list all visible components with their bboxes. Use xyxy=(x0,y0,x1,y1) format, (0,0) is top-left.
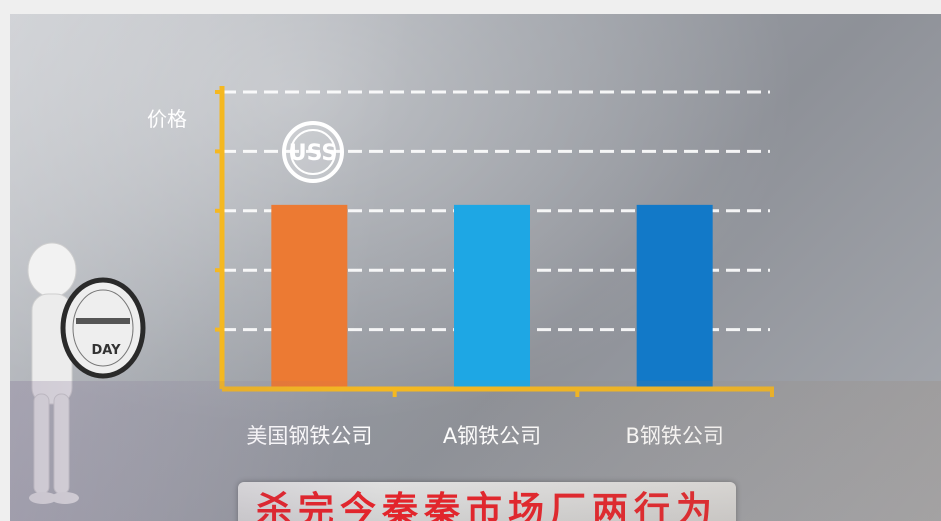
slide-background: 美国钢铁公司 A钢铁公司 B钢铁公司 价格 USS DAY 杀完今秦秦市场厂两行为 xyxy=(10,14,941,521)
badge-disc-icon: DAY xyxy=(60,277,146,379)
uss-logo-icon: USS xyxy=(282,121,344,183)
person-figure-icon xyxy=(27,242,79,504)
bar xyxy=(271,204,348,389)
x-tick-labels: 美国钢铁公司 A钢铁公司 B钢铁公司 xyxy=(246,424,724,448)
bar xyxy=(454,204,530,389)
uss-logo-text: USS xyxy=(289,141,338,166)
bar xyxy=(636,204,713,389)
x-tick-label: 美国钢铁公司 xyxy=(246,424,372,448)
x-tick-label: A钢铁公司 xyxy=(443,424,541,448)
bar-chart: 美国钢铁公司 A钢铁公司 B钢铁公司 价格 USS DAY xyxy=(27,86,774,504)
badge-text-line3: DAY xyxy=(91,343,121,358)
y-axis-label: 价格 xyxy=(147,107,187,131)
bars xyxy=(271,204,713,389)
x-tick-label: B钢铁公司 xyxy=(625,424,723,448)
bottom-banner: 杀完今秦秦市场厂两行为 xyxy=(238,482,736,521)
